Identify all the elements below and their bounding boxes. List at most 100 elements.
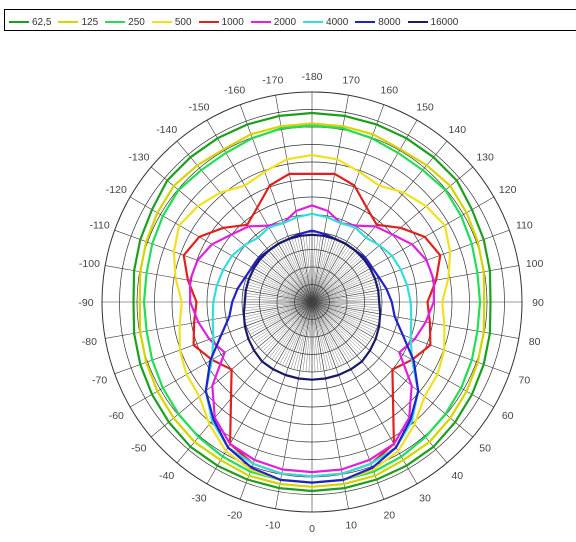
angle-tick-label: -30 [191,493,206,505]
series-layer [132,111,492,493]
series-line [132,111,492,493]
angle-tick-label: -10 [265,520,280,532]
grid-minor-spoke [308,232,313,303]
grid-minor-spoke [311,237,339,303]
grid-minor-spoke [272,301,313,359]
angle-tick-label: -140 [156,124,177,136]
legend-label: 250 [128,16,145,28]
legend-label: 2000 [273,16,297,28]
legend-item: 250 [105,12,145,30]
angle-tick-label: -180 [301,71,322,83]
grid-minor-spoke [260,301,313,349]
grid-minor-spoke [242,301,313,306]
series-line [188,204,436,474]
grid-minor-spoke [311,301,355,358]
series-line [242,233,382,381]
grid-minor-spoke [311,264,371,303]
legend-swatch [198,21,219,23]
grid-minor-spoke [293,235,313,303]
grid-minor-spoke [308,301,313,372]
chart-legend: 62,5 125 250 500 1000 2000 4000 8000 16000 [4,9,576,31]
legend-label: 4000 [326,16,349,28]
legend-item: 62,5 [9,12,52,30]
grid-minor-spoke [265,250,313,303]
grid-minor-spoke [311,301,319,372]
grid-minor-spoke [288,236,313,303]
angle-tick-label: -110 [89,220,109,232]
grid-minor-spoke [245,283,313,303]
grid-minor-spoke [272,245,313,303]
grid-minor-spoke [253,264,313,303]
grid-minor-spoke [311,248,357,303]
grid-minor-spoke [277,241,313,303]
angle-tick-label: 170 [342,74,360,86]
grid-minor-spoke [311,301,334,369]
angle-tick-label: 0 [309,523,315,535]
grid-minor-spoke [260,255,313,303]
grid-minor-spoke [311,301,381,315]
grid-minor-spoke [311,301,316,372]
grid-minor-spoke [311,292,381,303]
grid-minor-spoke [311,301,382,306]
grid-minor-spoke [246,278,313,303]
grid-minor-spoke [274,301,313,361]
angle-tick-label: 70 [519,374,531,386]
grid-minor-spoke [311,246,355,303]
grid-minor-spoke [311,286,380,303]
legend-item: 4000 [303,12,349,30]
legend-label: 62,5 [32,16,52,28]
angle-tick-label: -130 [128,152,149,164]
angle-tick-label: -170 [262,74,283,86]
grid-minor-spoke [311,239,342,303]
series-line [204,229,420,484]
grid-minor-spoke [296,301,313,370]
grid-minor-spoke [311,301,375,332]
grid-minor-spoke [311,255,364,303]
angle-tick-label: 130 [476,152,494,164]
grid-minor-spoke [311,241,347,303]
grid-minor-spoke [290,301,313,369]
grid-minor-spoke [311,301,359,354]
grid-minor-spoke [311,234,328,303]
grid-minor-spoke [305,301,313,372]
angle-tick-label: -60 [109,410,124,422]
polar-grid [101,91,523,513]
series-line [204,212,420,478]
angle-tick-label: -80 [82,336,97,348]
grid-minor-spoke [242,301,313,309]
grid-minor-spoke [296,234,313,303]
grid-minor-spoke [311,245,352,303]
grid-minor-spoke [302,233,313,303]
grid-minor-spoke [290,235,313,303]
grid-minor-spoke [311,259,368,303]
grid-minor-spoke [242,298,313,303]
grid-minor-spoke [253,301,313,340]
grid-minor-spoke [255,262,313,303]
angle-tick-label: -40 [159,470,174,482]
angle-tick-label: 80 [529,336,541,348]
grid-minor-spoke [311,301,369,342]
angle-tick-label: -20 [227,509,242,521]
grid-minor-spoke [251,301,313,337]
grid-minor-spoke [311,301,362,352]
grid-minor-spoke [311,298,382,303]
grid-minor-spoke [244,301,313,318]
grid-minor-spoke [311,301,347,363]
angle-tick-label: 150 [416,101,434,113]
grid-minor-spoke [262,301,313,352]
grid-minor-spoke [311,278,378,303]
grid-minor-spoke [311,301,350,361]
legend-item: 500 [151,12,192,30]
angle-label-layer: -180-170-160-150-140-130-120-110-100-90-… [78,71,544,535]
legend-label: 125 [81,16,99,28]
angle-tick-label: -50 [131,442,146,454]
legend-label: 8000 [378,16,401,28]
grid-minor-spoke [299,301,313,371]
grid-minor-spoke [245,301,313,324]
grid-minor-spoke [311,272,375,303]
angle-tick-label: 90 [532,297,544,309]
legend-swatch [105,21,126,23]
grid-minor-spoke [311,301,381,312]
grid-minor-spoke [311,301,336,368]
